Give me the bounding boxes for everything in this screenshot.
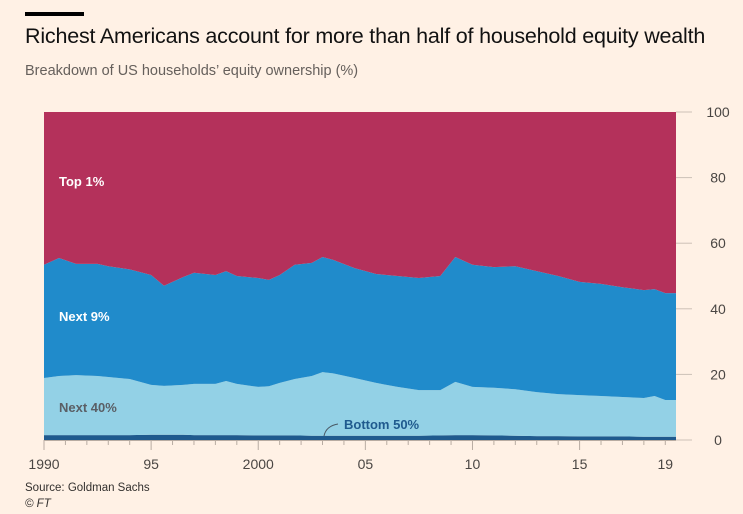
x-tick-label: 05: [358, 456, 374, 472]
y-tick-label: 80: [710, 170, 726, 186]
y-tick-label: 40: [710, 301, 726, 317]
x-tick-label: 2000: [243, 456, 274, 472]
x-tick-label: 19: [657, 456, 673, 472]
area-top-1: [44, 112, 676, 294]
area-bottom-50: [44, 434, 676, 440]
source-note: Source: Goldman Sachs: [25, 482, 150, 494]
label-next-9: Next 9%: [59, 309, 110, 324]
area-next-9: [44, 257, 676, 400]
y-tick-label: 20: [710, 366, 726, 382]
y-tick-label: 100: [706, 104, 730, 120]
label-next-40: Next 40%: [59, 400, 117, 415]
y-tick-label: 60: [710, 235, 726, 251]
chart-subtitle: Breakdown of US households’ equity owner…: [25, 63, 359, 79]
x-tick-label: 1990: [28, 456, 59, 472]
area-layer: [44, 112, 676, 440]
copyright-note: © FT: [25, 498, 51, 510]
label-top-1: Top 1%: [59, 174, 105, 189]
x-tick-label: 95: [143, 456, 159, 472]
y-axis: 0 20 40 60 80 100: [676, 104, 730, 448]
chart-title: Richest Americans account for more than …: [25, 24, 706, 48]
area-next-40: [44, 372, 676, 437]
bottom-50-leader-line: [323, 423, 339, 437]
y-tick-label: 0: [714, 432, 722, 448]
label-bottom-50: Bottom 50%: [344, 417, 420, 432]
x-tick-label: 15: [572, 456, 588, 472]
series-labels: Top 1% Next 9% Next 40% Bottom 50%: [59, 174, 420, 437]
ft-title-bar: [25, 12, 84, 16]
x-tick-label: 10: [465, 456, 481, 472]
x-axis: 1990 95 2000 05 10 15 19: [28, 440, 676, 472]
stacked-area-chart: 0 20 40 60 80 100 1990 95 2000 05 10 15 19 Top 1% N…: [28, 104, 730, 472]
